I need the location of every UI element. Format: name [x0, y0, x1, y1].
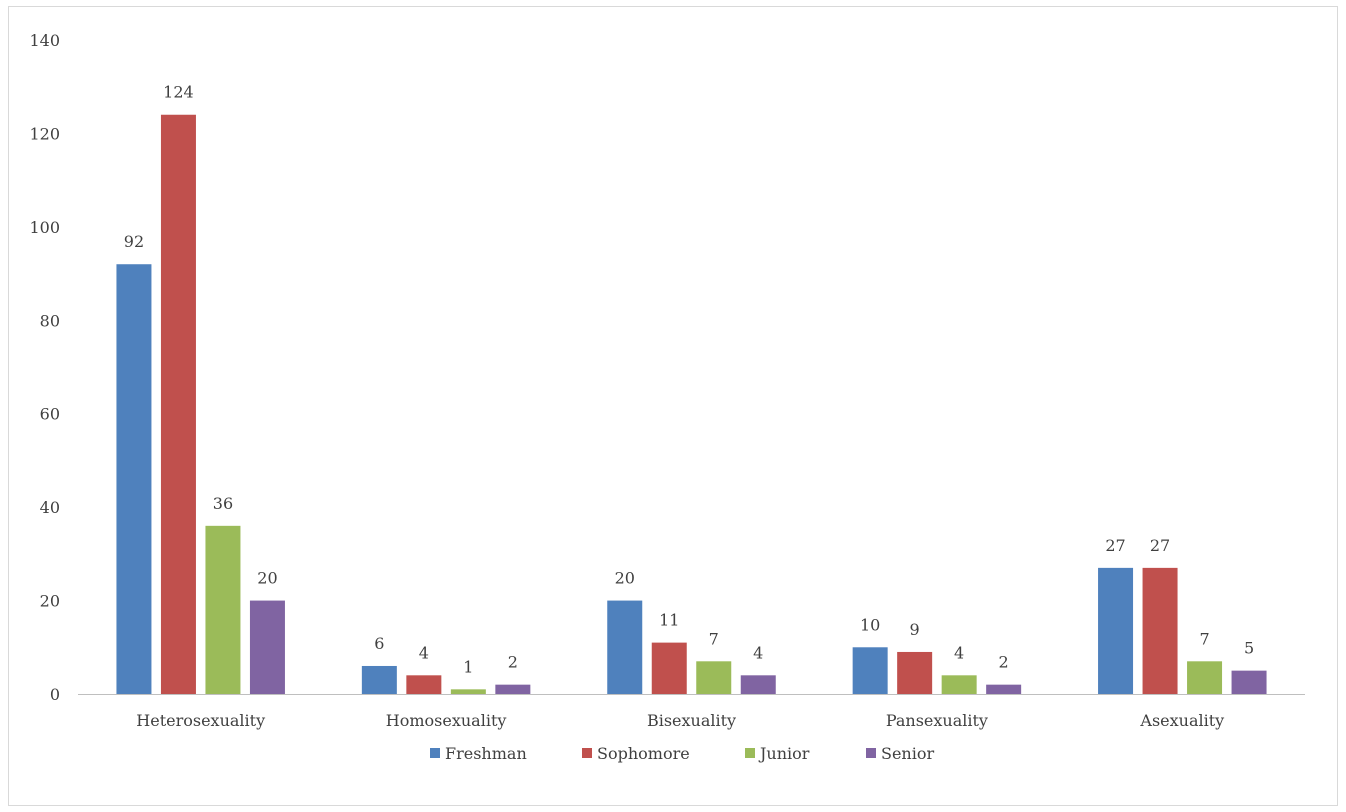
category-labels: Heterosexuality Homosexuality Bisexuality P… [136, 711, 1224, 730]
y-tick-label: 40 [40, 498, 60, 517]
bar [1187, 661, 1223, 694]
legend-swatch [866, 748, 876, 758]
category-label: Homosexuality [386, 711, 507, 730]
bar [696, 661, 732, 694]
data-label: 20 [615, 569, 635, 588]
legend-swatch [582, 748, 592, 758]
legend: Freshman Sophomore Junior Senior [430, 744, 934, 763]
bar [986, 684, 1022, 694]
data-label: 4 [753, 643, 763, 662]
y-tick-label: 100 [29, 218, 60, 237]
legend-label: Sophomore [597, 744, 690, 763]
y-tick-label: 60 [40, 405, 60, 424]
bar [249, 600, 285, 694]
data-label: 27 [1150, 536, 1170, 555]
bar [852, 647, 888, 694]
bar [116, 264, 152, 694]
data-label: 92 [124, 232, 144, 251]
bar [897, 651, 933, 694]
data-label: 9 [910, 620, 920, 639]
y-tick-label: 120 [29, 124, 60, 143]
data-label: 6 [374, 634, 384, 653]
legend-label: Freshman [445, 744, 527, 763]
data-label: 2 [508, 653, 518, 672]
data-label: 20 [257, 569, 277, 588]
legend-label: Junior [758, 744, 810, 763]
data-label: 10 [860, 615, 880, 634]
bar [1098, 567, 1134, 694]
category-label: Bisexuality [647, 711, 736, 730]
data-label: 11 [659, 611, 679, 630]
data-label: 36 [213, 494, 233, 513]
bar [1231, 670, 1267, 694]
legend-label: Senior [881, 744, 934, 763]
legend-swatch [430, 748, 440, 758]
bar [740, 675, 776, 694]
bar [205, 525, 241, 694]
y-tick-label: 20 [40, 592, 60, 611]
y-tick-label: 140 [29, 31, 60, 50]
bar [607, 600, 643, 694]
category-label: Asexuality [1139, 711, 1224, 730]
bar [651, 642, 687, 694]
bar [941, 675, 977, 694]
data-label: 1 [463, 657, 473, 676]
bar [495, 684, 531, 694]
bar [361, 665, 397, 694]
category-label: Heterosexuality [136, 711, 265, 730]
data-label: 7 [709, 629, 719, 648]
y-tick-label: 80 [40, 311, 60, 330]
data-label: 124 [163, 83, 194, 102]
data-label: 2 [999, 653, 1009, 672]
bar [450, 689, 486, 694]
data-label: 4 [954, 643, 964, 662]
legend-swatch [745, 748, 755, 758]
y-tick-label: 0 [50, 685, 60, 704]
bar [406, 675, 442, 694]
data-label: 27 [1105, 536, 1125, 555]
data-label: 7 [1199, 629, 1209, 648]
bar [1142, 567, 1178, 694]
data-label: 5 [1244, 639, 1254, 658]
y-axis-ticks: 0 20 40 60 80 100 120 140 [29, 31, 60, 704]
category-label: Pansexuality [886, 711, 988, 730]
data-label: 4 [419, 643, 429, 662]
bar [160, 114, 196, 694]
